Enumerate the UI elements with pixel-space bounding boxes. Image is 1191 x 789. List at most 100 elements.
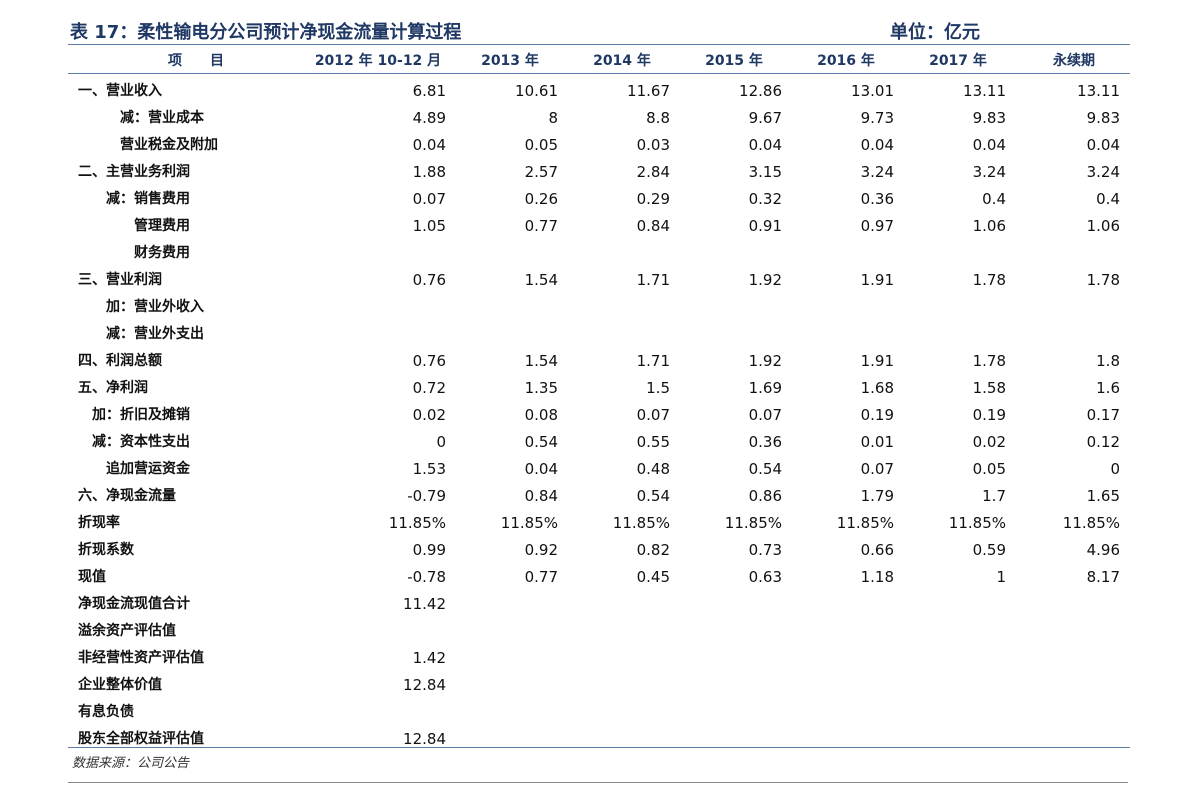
row-label: 加：折旧及摊销 xyxy=(92,407,190,423)
row-label: 减：营业外支出 xyxy=(106,326,204,342)
table-cell: 9.83 xyxy=(972,109,1006,127)
table-cell: 0.97 xyxy=(860,217,894,235)
row-label: 加：营业外收入 xyxy=(106,299,204,315)
table-cell: -0.78 xyxy=(407,568,446,586)
row-label: 营业税金及附加 xyxy=(120,137,218,153)
table-cell: 0.72 xyxy=(412,379,446,397)
table-cell: 0.17 xyxy=(1086,406,1120,424)
table-cell: 0.82 xyxy=(636,541,670,559)
row-label: 折现系数 xyxy=(78,542,134,558)
header-item: 项 目 xyxy=(168,53,224,69)
table-cell: 11.42 xyxy=(403,595,446,613)
row-label: 现值 xyxy=(78,569,106,585)
table-cell: 11.85% xyxy=(948,514,1006,532)
table-cell: 8.17 xyxy=(1086,568,1120,586)
table-body: 一、营业收入 6.81 10.61 11.67 12.86 13.01 13.11 13.11… xyxy=(68,77,1130,752)
unit-label: 单位：亿元 xyxy=(890,22,980,43)
table-row: 现值 -0.78 0.77 0.45 0.63 1.18 1 8.17 xyxy=(68,563,1130,590)
row-label: 二、主营业务利润 xyxy=(78,164,190,180)
table-cell: 3.24 xyxy=(860,163,894,181)
table-cell: 8 xyxy=(548,109,558,127)
table-cell: 11.85% xyxy=(612,514,670,532)
table-row: 六、净现金流量 -0.79 0.84 0.54 0.86 1.79 1.7 1.65 xyxy=(68,482,1130,509)
table-cell: 0.01 xyxy=(860,433,894,451)
table-cell: 1.91 xyxy=(860,352,894,370)
table-cell: 0.36 xyxy=(748,433,782,451)
table-cell: 1.06 xyxy=(972,217,1006,235)
table-cell: 12.86 xyxy=(739,82,782,100)
table-cell: 1.68 xyxy=(860,379,894,397)
table-cell: 6.81 xyxy=(412,82,446,100)
row-label: 三、营业利润 xyxy=(78,272,162,288)
table-cell: 1.53 xyxy=(412,460,446,478)
table-cell: 0.32 xyxy=(748,190,782,208)
row-label: 管理费用 xyxy=(134,218,190,234)
table-row: 管理费用 1.05 0.77 0.84 0.91 0.97 1.06 1.06 xyxy=(68,212,1130,239)
header-rule xyxy=(68,73,1130,74)
table-cell: 1.92 xyxy=(748,271,782,289)
table-cell: 1.91 xyxy=(860,271,894,289)
table-cell: 0.48 xyxy=(636,460,670,478)
table-row: 折现率 11.85% 11.85% 11.85% 11.85% 11.85% 11.85% 1… xyxy=(68,509,1130,536)
table-cell: 0.19 xyxy=(972,406,1006,424)
table-cell: 0.84 xyxy=(524,487,558,505)
table-cell: 12.84 xyxy=(403,730,446,748)
table-cell: 0.77 xyxy=(524,217,558,235)
table-cell: 0.76 xyxy=(412,352,446,370)
table-cell: 0.02 xyxy=(972,433,1006,451)
table-cell: 0.07 xyxy=(636,406,670,424)
row-label: 减：资本性支出 xyxy=(92,434,190,450)
table-cell: 0.26 xyxy=(524,190,558,208)
table-cell: 11.67 xyxy=(627,82,670,100)
table-cell: 1.54 xyxy=(524,352,558,370)
row-label: 企业整体价值 xyxy=(78,677,162,693)
row-label: 折现率 xyxy=(78,515,120,531)
table-cell: 0.04 xyxy=(860,136,894,154)
table-row: 企业整体价值 12.84 xyxy=(68,671,1130,698)
table-row: 一、营业收入 6.81 10.61 11.67 12.86 13.01 13.11 13.11 xyxy=(68,77,1130,104)
row-label: 六、净现金流量 xyxy=(78,488,176,504)
header-perpetual: 永续期 xyxy=(1053,53,1095,69)
row-label: 减：销售费用 xyxy=(106,191,190,207)
table-cell: 0.19 xyxy=(860,406,894,424)
row-label: 溢余资产评估值 xyxy=(78,623,176,639)
bottom-rule xyxy=(68,747,1130,748)
table-cell: 0 xyxy=(1110,460,1120,478)
table-cell: 0.29 xyxy=(636,190,670,208)
table-cell: 0.04 xyxy=(972,136,1006,154)
header-2015: 2015 年 xyxy=(705,53,763,69)
table-cell: 1.78 xyxy=(972,271,1006,289)
header-2017: 2017 年 xyxy=(929,53,987,69)
table-cell: 1.6 xyxy=(1096,379,1120,397)
table-cell: 1.42 xyxy=(412,649,446,667)
table-cell: 1.88 xyxy=(412,163,446,181)
table-cell: 0.77 xyxy=(524,568,558,586)
table-row: 减：营业外支出 xyxy=(68,320,1130,347)
table-cell: 13.11 xyxy=(963,82,1006,100)
table-cell: 13.01 xyxy=(851,82,894,100)
table-header: 项 目 2012 年 10-12 月 2013 年 2014 年 2015 年 … xyxy=(68,46,1130,72)
table-cell: 0.76 xyxy=(412,271,446,289)
table-cell: 3.24 xyxy=(1086,163,1120,181)
row-label: 财务费用 xyxy=(134,245,190,261)
table-cell: 2.57 xyxy=(524,163,558,181)
table-cell: 4.89 xyxy=(412,109,446,127)
table-cell: 1.8 xyxy=(1096,352,1120,370)
table-row: 折现系数 0.99 0.92 0.82 0.73 0.66 0.59 4.96 xyxy=(68,536,1130,563)
table-cell: 1.5 xyxy=(646,379,670,397)
table-row: 追加营运资金 1.53 0.04 0.48 0.54 0.07 0.05 0 xyxy=(68,455,1130,482)
table-cell: 0.66 xyxy=(860,541,894,559)
row-label: 追加营运资金 xyxy=(106,461,190,477)
table-cell: 1.06 xyxy=(1086,217,1120,235)
table-cell: 9.83 xyxy=(1086,109,1120,127)
table-cell: 1.54 xyxy=(524,271,558,289)
header-2016: 2016 年 xyxy=(817,53,875,69)
row-label: 净现金流现值合计 xyxy=(78,596,190,612)
table-row: 财务费用 xyxy=(68,239,1130,266)
table-cell: 2.84 xyxy=(636,163,670,181)
table-cell: 0.12 xyxy=(1086,433,1120,451)
table-cell: 0.07 xyxy=(748,406,782,424)
table-row: 减：销售费用 0.07 0.26 0.29 0.32 0.36 0.4 0.4 xyxy=(68,185,1130,212)
table-cell: 0.05 xyxy=(972,460,1006,478)
table-cell: 13.11 xyxy=(1077,82,1120,100)
